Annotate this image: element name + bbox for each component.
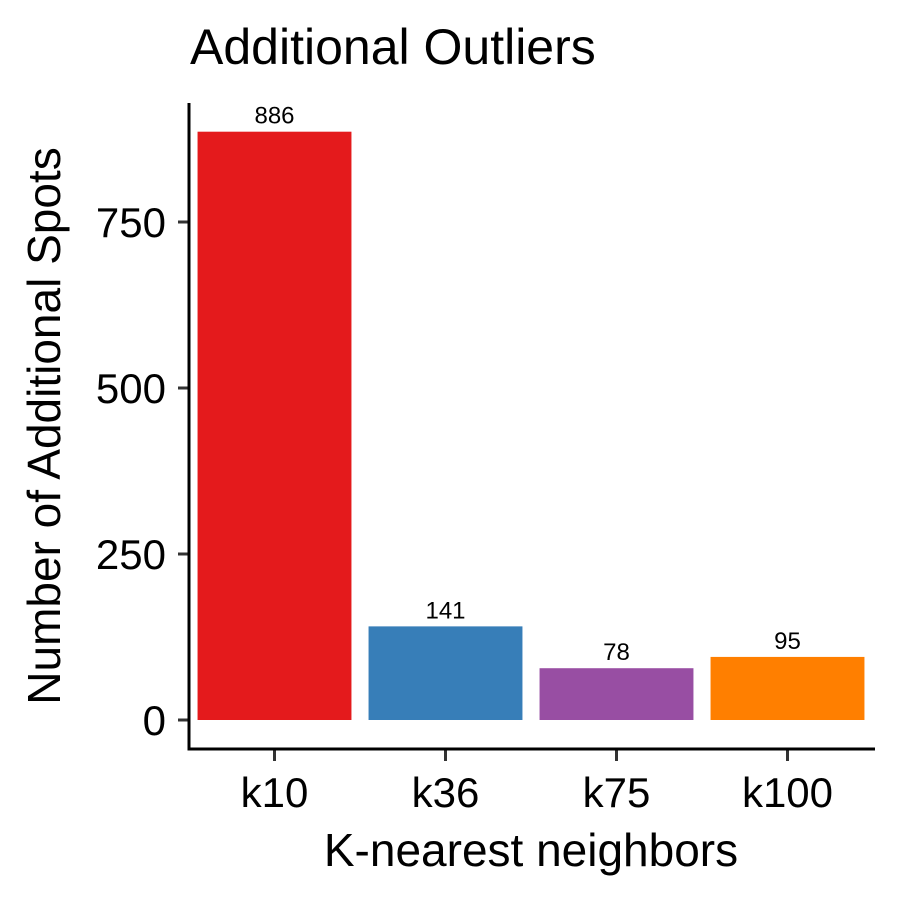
y-axis-title: Number of Additional Spots — [18, 147, 70, 704]
bars — [197, 131, 865, 721]
bar-k10 — [197, 131, 352, 721]
data-labels: 886 141 78 95 — [254, 103, 800, 667]
x-axis-ticks: k10 k36 k75 k100 — [241, 749, 833, 816]
x-tick-label-k75: k75 — [583, 769, 651, 816]
data-label-k100: 95 — [774, 628, 801, 655]
x-tick-label-k100: k100 — [742, 769, 833, 816]
x-axis-title: K-nearest neighbors — [324, 824, 738, 876]
bar-k75 — [539, 668, 694, 720]
data-label-k36: 141 — [425, 597, 465, 624]
data-label-k10: 886 — [254, 103, 294, 130]
y-tick-label: 0 — [143, 697, 166, 744]
bar-k36 — [368, 626, 523, 720]
y-axis-ticks: 0 250 500 750 — [96, 199, 189, 744]
bar-k100 — [710, 656, 865, 720]
x-tick-label-k36: k36 — [412, 769, 480, 816]
y-tick-label: 250 — [96, 531, 166, 578]
data-label-k75: 78 — [603, 639, 630, 666]
chart-title: Additional Outliers — [190, 19, 596, 75]
y-tick-label: 500 — [96, 365, 166, 412]
y-tick-label: 750 — [96, 199, 166, 246]
x-tick-label-k10: k10 — [241, 769, 309, 816]
